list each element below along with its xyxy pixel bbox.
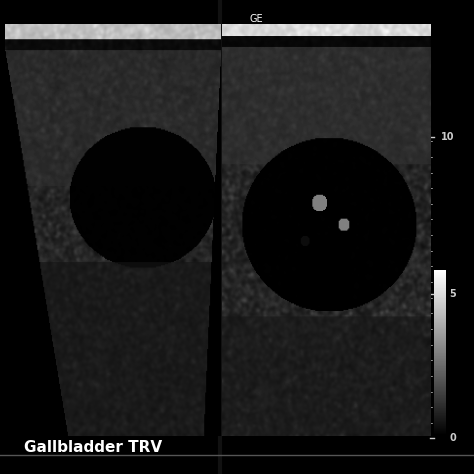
Text: 0: 0 (449, 433, 456, 444)
Text: 5: 5 (449, 289, 456, 299)
Text: Gallbladder TRV: Gallbladder TRV (24, 440, 162, 456)
Text: +2: +2 (147, 99, 161, 109)
Text: +3: +3 (405, 196, 419, 207)
Text: +1: +1 (180, 222, 194, 233)
Text: GE: GE (249, 14, 263, 24)
Text: 10: 10 (441, 132, 455, 143)
